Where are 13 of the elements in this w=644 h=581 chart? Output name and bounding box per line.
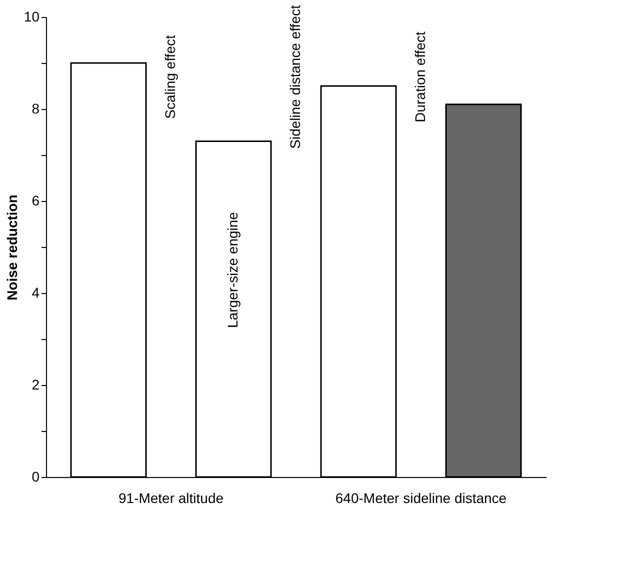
annotation: Scaling effect — [162, 34, 178, 119]
y-tick-label: 2 — [32, 376, 40, 392]
y-tick-label: 0 — [32, 468, 40, 484]
y-tick-label: 8 — [32, 100, 40, 116]
annotation: Duration effect — [412, 31, 428, 122]
annotation: Sideline distance effect — [287, 5, 303, 149]
text: 91-Meter altitude — [118, 490, 224, 506]
y-tick-label: 6 — [32, 192, 40, 208]
y-axis-title: Noise reduction — [4, 194, 20, 300]
x-tick-label: Larger-size engine — [224, 212, 240, 328]
y-tick-label: 10 — [24, 8, 40, 24]
text: 640-Meter sideline distance — [335, 490, 507, 506]
y-tick-label: 4 — [32, 284, 40, 300]
